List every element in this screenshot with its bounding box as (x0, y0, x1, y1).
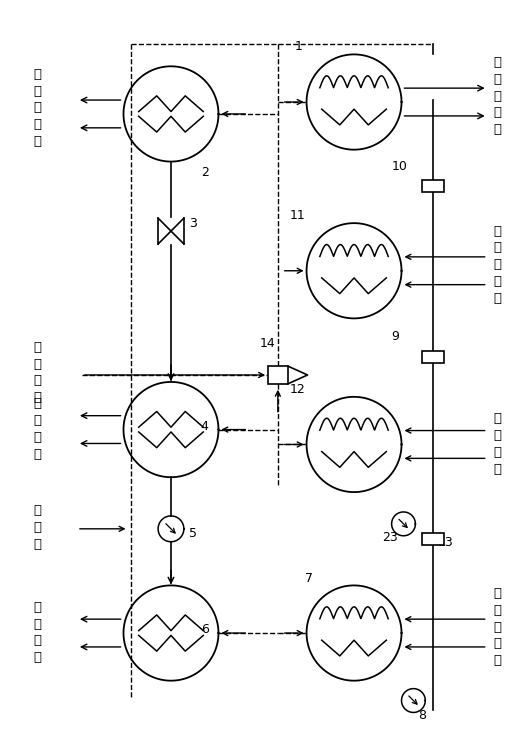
Text: 热: 热 (493, 259, 502, 271)
Text: 加: 加 (493, 603, 502, 617)
Text: 热: 热 (33, 618, 42, 630)
Text: 8: 8 (418, 709, 426, 722)
Text: 蒸: 蒸 (33, 375, 42, 387)
Text: 质: 质 (493, 292, 502, 305)
Text: 结: 结 (33, 522, 42, 534)
Text: 凝: 凝 (33, 504, 42, 518)
Text: 热: 热 (33, 101, 42, 115)
Text: 热: 热 (493, 429, 502, 442)
Text: 被: 被 (493, 56, 502, 69)
Text: 3: 3 (189, 217, 197, 229)
Bar (422, 351, 444, 363)
Text: 介: 介 (33, 431, 42, 444)
Text: 工: 工 (33, 340, 42, 354)
Text: 水: 水 (33, 538, 42, 551)
Text: 介: 介 (493, 275, 502, 288)
Text: 11: 11 (290, 209, 306, 222)
Text: 动: 动 (493, 241, 502, 255)
Text: 12: 12 (290, 383, 306, 396)
Text: 介: 介 (493, 446, 502, 459)
Text: 质: 质 (33, 136, 42, 148)
Text: 被: 被 (493, 587, 502, 600)
Text: 冷: 冷 (33, 397, 42, 410)
Text: 1: 1 (295, 40, 302, 54)
Text: 热: 热 (493, 621, 502, 633)
Text: 余: 余 (493, 412, 502, 425)
Text: 介: 介 (493, 107, 502, 119)
Text: 5: 5 (189, 527, 197, 540)
Text: 介: 介 (33, 635, 42, 647)
Text: 介: 介 (493, 638, 502, 650)
Bar (268, 366, 288, 384)
Bar (422, 533, 444, 545)
Text: 介: 介 (33, 118, 42, 131)
Text: 6: 6 (201, 623, 209, 636)
Text: 质: 质 (493, 124, 502, 136)
Text: 被: 被 (33, 68, 42, 80)
Text: 却: 却 (33, 414, 42, 427)
Text: 质: 质 (493, 463, 502, 476)
Text: 热: 热 (493, 89, 502, 103)
Text: 余: 余 (33, 600, 42, 614)
Text: 质: 质 (33, 651, 42, 665)
Bar (422, 180, 444, 192)
Text: 23: 23 (382, 531, 397, 545)
Text: 13: 13 (438, 536, 454, 549)
Text: 作: 作 (33, 358, 42, 370)
Text: 14: 14 (260, 337, 276, 350)
Text: 7: 7 (305, 571, 313, 585)
Text: 质: 质 (33, 448, 42, 461)
Text: 10: 10 (392, 159, 407, 173)
Text: 汽: 汽 (33, 391, 42, 405)
Text: 加: 加 (33, 85, 42, 98)
Text: 2: 2 (201, 165, 209, 179)
Text: 9: 9 (392, 330, 399, 343)
Text: 驱: 驱 (493, 224, 502, 238)
Text: 4: 4 (201, 419, 209, 433)
Text: 质: 质 (493, 654, 502, 668)
Text: 加: 加 (493, 73, 502, 86)
